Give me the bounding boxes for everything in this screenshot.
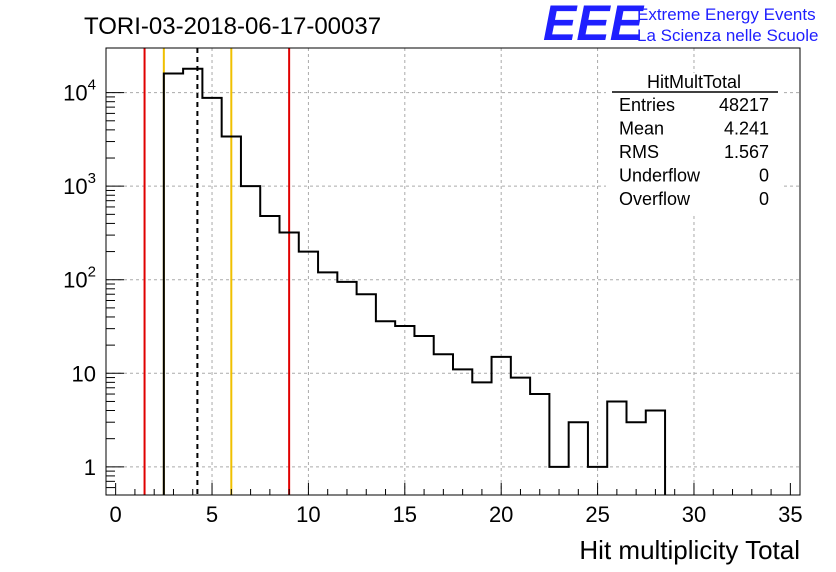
- logo-mark: EEE: [543, 0, 645, 51]
- x-axis: 0 5 10 15 20 25 30 35: [110, 483, 803, 527]
- y-tick-label: 1: [84, 455, 96, 480]
- stats-label: Entries: [619, 95, 675, 115]
- stats-label: RMS: [619, 142, 659, 162]
- stats-value: 0: [759, 189, 769, 209]
- chart-title: TORI-03-2018-06-17-00037: [84, 13, 381, 40]
- x-tick-label: 15: [393, 502, 417, 527]
- y-tick-label: 104: [63, 77, 96, 106]
- stats-value: 0: [759, 166, 769, 186]
- eee-logo: EEE Extreme Energy Events La Scienza nel…: [543, 0, 818, 51]
- y-tick-label-exponent: 3: [88, 170, 96, 187]
- y-tick-label-exponent: 4: [88, 77, 96, 94]
- y-tick-label: 10: [72, 361, 96, 386]
- stats-value: 4.241: [724, 119, 769, 139]
- y-tick-label-base: 1: [84, 455, 96, 480]
- y-tick-label-base: 10: [72, 361, 96, 386]
- logo-line-2: La Scienza nelle Scuole: [637, 26, 818, 45]
- logo-line-1: Extreme Energy Events: [637, 5, 816, 24]
- plot-frame: [105, 47, 801, 496]
- y-tick-label: 102: [63, 264, 96, 293]
- x-tick-label: 25: [585, 502, 609, 527]
- x-tick-label: 30: [682, 502, 706, 527]
- stats-value: 48217: [719, 95, 769, 115]
- stats-rows: Entries 48217 Mean 4.241 RMS 1.567 Underflow 0 O…: [619, 95, 769, 209]
- x-tick-label: 10: [296, 502, 320, 527]
- x-tick-label: 0: [110, 502, 122, 527]
- stats-title: HitMultTotal: [647, 72, 741, 92]
- stats-box: HitMultTotal Entries 48217 Mean 4.241 RMS 1.5…: [606, 72, 782, 213]
- x-axis-label: Hit multiplicity Total: [579, 535, 800, 565]
- stats-label: Mean: [619, 119, 664, 139]
- y-tick-label-base: 10: [63, 174, 87, 199]
- stats-value: 1.567: [724, 142, 769, 162]
- stats-box-background: [606, 73, 782, 213]
- stats-label: Underflow: [619, 166, 701, 186]
- y-tick-label: 103: [63, 170, 96, 199]
- x-tick-label: 20: [489, 502, 513, 527]
- y-tick-label-exponent: 2: [88, 264, 96, 281]
- x-tick-label: 35: [778, 502, 802, 527]
- y-tick-label-base: 10: [63, 81, 87, 106]
- y-tick-label-base: 10: [63, 268, 87, 293]
- x-tick-label: 5: [206, 502, 218, 527]
- histogram-outline: [162, 67, 667, 495]
- stats-label: Overflow: [619, 189, 691, 209]
